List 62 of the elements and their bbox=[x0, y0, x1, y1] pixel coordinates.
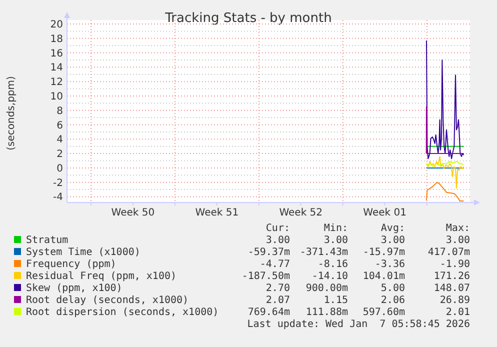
text: -15.97m bbox=[362, 247, 405, 258]
text: 3.00 bbox=[446, 235, 470, 246]
y-tick-label: -2 bbox=[53, 178, 63, 189]
y-tick-label: 8 bbox=[56, 106, 63, 117]
text: 597.60m bbox=[362, 307, 405, 318]
line-series bbox=[426, 182, 464, 202]
text: 148.07 bbox=[434, 283, 470, 294]
x-tick-label: Week 51 bbox=[195, 208, 239, 218]
text: 3.00 bbox=[324, 235, 348, 246]
text: Min: bbox=[324, 223, 348, 234]
y-tick-label: 4 bbox=[56, 134, 63, 146]
y-axis-title: (seconds,ppm) bbox=[6, 76, 17, 150]
line-series bbox=[426, 156, 464, 189]
text: 2.07 bbox=[266, 295, 290, 306]
text: -8.16 bbox=[318, 259, 348, 270]
text: -187.50m bbox=[242, 271, 290, 282]
legend-label: System Time (x1000) bbox=[26, 247, 140, 258]
text: 2.06 bbox=[380, 295, 405, 306]
chart-title: Tracking Stats - by month bbox=[164, 11, 332, 26]
text: 111.88m bbox=[306, 307, 348, 318]
legend-label: Residual Freq (ppm, x100) bbox=[26, 271, 177, 282]
x-tick-label: Week 01 bbox=[363, 208, 406, 218]
text: 104.01m bbox=[362, 271, 405, 282]
legend-label: Root dispersion (seconds, x1000) bbox=[26, 307, 219, 318]
text: -3.36 bbox=[374, 259, 405, 270]
y-tick-label: 16 bbox=[50, 48, 63, 60]
text: Max: bbox=[446, 223, 470, 234]
text: 3.00 bbox=[380, 235, 405, 246]
text: 1.15 bbox=[324, 295, 348, 306]
text: -371.43m bbox=[300, 247, 348, 258]
text: 769.64m bbox=[248, 307, 290, 318]
text: Avg: bbox=[380, 223, 405, 234]
text: 2.01 bbox=[446, 307, 470, 318]
text: Cur: bbox=[266, 223, 290, 234]
text: 417.07m bbox=[428, 247, 470, 258]
text: 26.89 bbox=[440, 295, 470, 306]
legend-label: Skew (ppm, x100) bbox=[26, 283, 122, 294]
legend-label: Stratum bbox=[26, 235, 68, 246]
text: 171.26 bbox=[434, 271, 470, 282]
x-tick-label: Week 52 bbox=[279, 208, 323, 218]
y-tick-label: 18 bbox=[50, 34, 63, 45]
y-tick-label: 0 bbox=[56, 163, 63, 174]
y-tick-label: 14 bbox=[50, 62, 63, 74]
legend-label: Root delay (seconds, x1000) bbox=[26, 295, 189, 306]
text: 900.00m bbox=[306, 283, 348, 294]
line-series bbox=[426, 40, 464, 160]
y-tick-label: -4 bbox=[53, 192, 63, 204]
y-tick-label: 6 bbox=[56, 120, 63, 132]
text: -1.90 bbox=[440, 259, 470, 270]
y-tick-label: 10 bbox=[50, 91, 63, 102]
y-tick-label: 2 bbox=[56, 149, 63, 160]
text: Last update: Wed Jan 7 05:58:45 2026 bbox=[247, 319, 470, 330]
text: -14.10 bbox=[312, 271, 348, 282]
text: -59.37m bbox=[248, 247, 290, 258]
text: 3.00 bbox=[266, 235, 290, 246]
text: 5.00 bbox=[380, 283, 405, 294]
x-tick-label: Week 50 bbox=[111, 208, 155, 218]
y-tick-label: 20 bbox=[50, 20, 63, 30]
text: 2.70 bbox=[266, 283, 290, 294]
text: -4.77 bbox=[260, 259, 290, 270]
y-tick-label: 12 bbox=[50, 77, 63, 88]
legend-label: Frequency (ppm) bbox=[26, 259, 116, 270]
